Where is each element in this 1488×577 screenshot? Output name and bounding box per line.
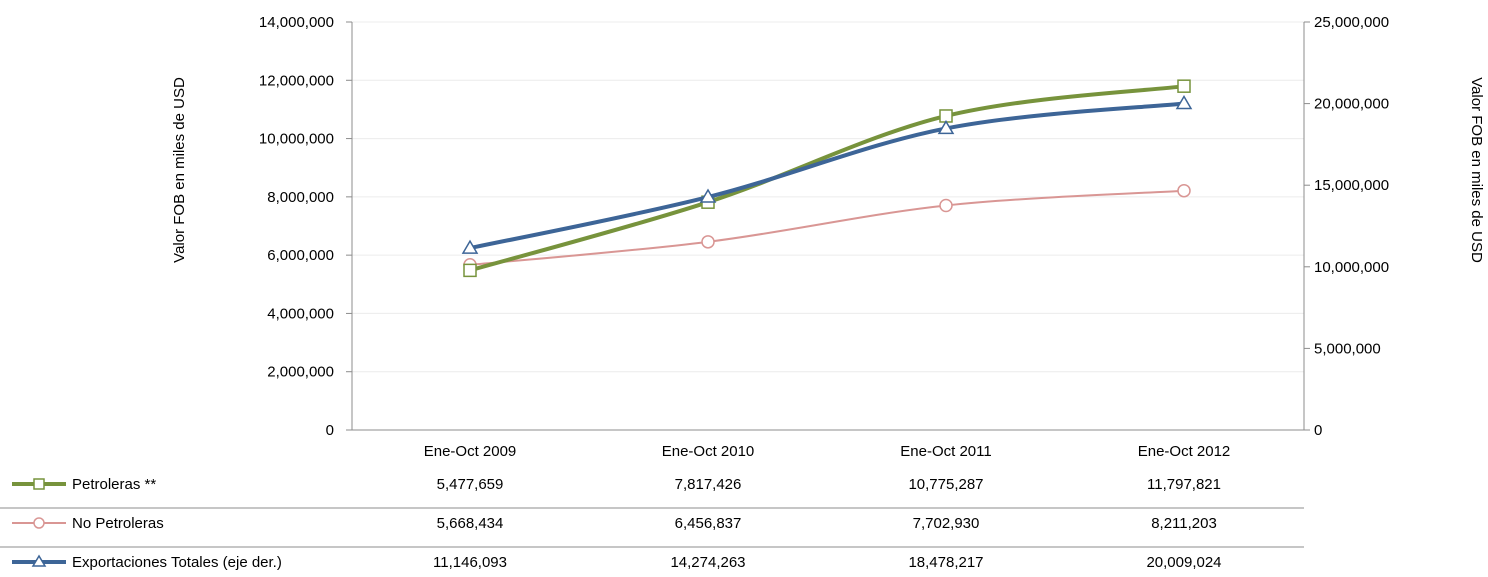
right-axis-title: Valor FOB en miles de USD (1468, 77, 1485, 263)
table-value-cell: 11,146,093 (433, 554, 507, 571)
data-point-triangle (699, 188, 717, 203)
table-value-cell: 20,009,024 (1146, 554, 1221, 571)
left-tick-label: 6,000,000 (267, 247, 334, 264)
left-tick-label: 2,000,000 (267, 364, 334, 381)
left-tick-label: 4,000,000 (267, 305, 334, 322)
data-point-circle (939, 198, 953, 213)
legend-key-marker (31, 554, 47, 567)
table-value-cell: 8,211,203 (1151, 515, 1217, 532)
left-tick-label: 12,000,000 (259, 72, 334, 89)
data-point-circle (701, 235, 715, 249)
right-tick-label: 0 (1314, 422, 1322, 439)
legend-series-name: Petroleras ** (72, 476, 156, 493)
right-tick-label: 25,000,000 (1314, 14, 1389, 31)
x-tick-label: Ene-Oct 2012 (1138, 443, 1231, 460)
left-tick-label: 14,000,000 (259, 14, 334, 31)
table-value-cell: 7,817,426 (675, 476, 742, 493)
legend-key-marker (33, 517, 45, 529)
table-value-cell: 11,797,821 (1147, 476, 1221, 493)
right-tick-label: 5,000,000 (1314, 340, 1381, 357)
data-point-square (1177, 79, 1191, 93)
data-point-triangle (1175, 94, 1193, 110)
table-value-cell: 7,702,930 (913, 515, 980, 532)
series-line-square (469, 84, 1185, 273)
legend-key-marker (33, 478, 45, 490)
left-tick-label: 10,000,000 (259, 131, 334, 148)
right-tick-label: 20,000,000 (1314, 96, 1389, 113)
data-table: Petroleras ** 5,477,659 7,817,426 10,775,28… (0, 476, 1304, 571)
right-tick-label: 15,000,000 (1314, 177, 1389, 194)
table-value-cell: 18,478,217 (908, 554, 983, 571)
right-tick-label: 10,000,000 (1314, 259, 1389, 276)
left-axis-title: Valor FOB en miles de USD (171, 77, 188, 263)
data-point-circle (1177, 183, 1191, 198)
series-line-triangle (469, 101, 1185, 251)
x-tick-label: Ene-Oct 2010 (662, 443, 755, 460)
legend-series-name: Exportaciones Totales (eje der.) (72, 554, 282, 571)
table-value-cell: 14,274,263 (670, 554, 745, 571)
legend-series-name: No Petroleras (72, 515, 164, 532)
table-value-cell: 10,775,287 (908, 476, 983, 493)
x-tick-label: Ene-Oct 2009 (424, 443, 517, 460)
table-value-cell: 5,668,434 (437, 515, 504, 532)
data-point-square (463, 263, 477, 278)
data-point-triangle (461, 239, 479, 254)
left-tick-label: 8,000,000 (267, 189, 334, 206)
table-value-cell: 6,456,837 (675, 515, 742, 532)
axes: 0 2,000,000 4,000,000 6,000,000 8,000,000 10,… (259, 14, 1389, 460)
data-point-triangle (937, 119, 955, 135)
left-tick-label: 0 (326, 422, 334, 439)
x-tick-label: Ene-Oct 2011 (900, 443, 991, 460)
table-value-cell: 5,477,659 (437, 476, 504, 493)
gridlines (352, 21, 1304, 373)
series-lines (461, 79, 1193, 278)
series-line-circle (469, 189, 1185, 266)
